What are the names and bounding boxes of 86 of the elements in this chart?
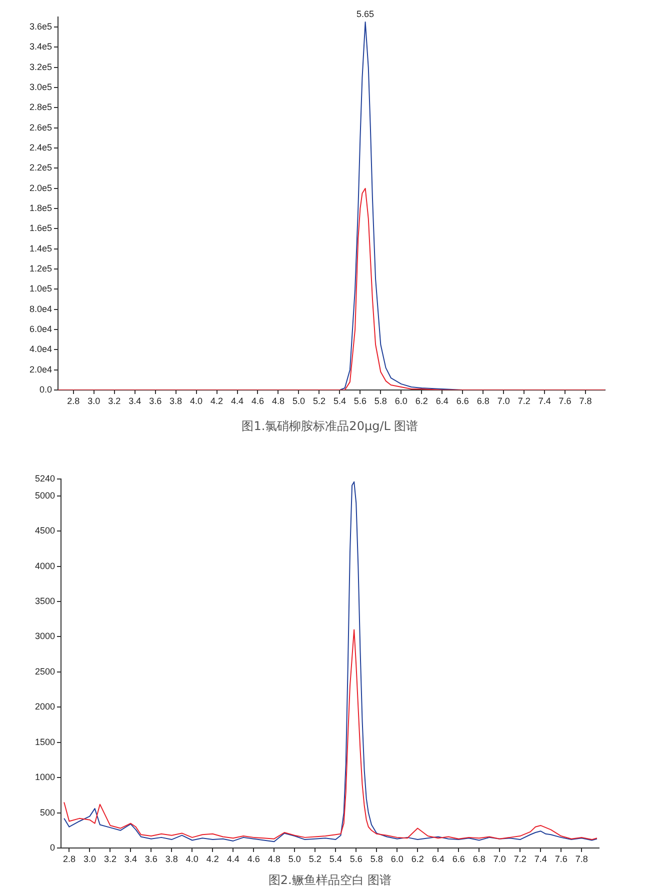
x-tick-label: 7.2 (518, 396, 530, 406)
y-tick-label: 1500 (34, 736, 55, 747)
x-tick-label: 6.0 (390, 854, 404, 864)
y-tick-label: 6.0e4 (29, 324, 52, 334)
x-tick-label: 6.8 (472, 854, 486, 864)
y-tick-label: 2.0e5 (29, 182, 52, 193)
x-tick-label: 5.0 (292, 396, 305, 406)
y-tick-label: 2.2e5 (29, 162, 52, 173)
y-tick-label: 2.4e5 (29, 142, 52, 153)
x-tick-label: 4.6 (251, 396, 264, 406)
x-tick-label: 5.6 (350, 854, 362, 864)
x-tick-label: 6.6 (452, 854, 465, 864)
x-tick-label: 7.6 (558, 396, 572, 406)
x-tick-label: 6.6 (456, 396, 469, 406)
x-tick-label: 5.8 (374, 396, 387, 406)
x-tick-label: 4.0 (190, 396, 203, 406)
x-tick-label: 5.8 (370, 854, 383, 864)
y-tick-label: 5240 (34, 473, 55, 484)
x-tick-label: 3.6 (144, 854, 158, 864)
x-tick-label: 5.6 (354, 396, 366, 406)
x-tick-label: 6.2 (411, 854, 424, 864)
x-tick-label: 3.6 (149, 396, 162, 406)
x-tick-label: 5.0 (288, 854, 301, 864)
x-tick-label: 7.4 (538, 396, 551, 406)
y-tick-label: 1.2e5 (29, 264, 52, 274)
x-tick-label: 7.8 (579, 396, 592, 406)
y-tick-label: 2.8e5 (29, 102, 52, 112)
y-tick-label: 1000 (34, 772, 55, 782)
x-tick-label: 7.0 (497, 396, 510, 406)
y-tick-label: 500 (40, 807, 55, 818)
x-tick-label: 3.4 (124, 854, 137, 864)
annotation: 5.65 (356, 9, 374, 20)
y-tick-label: 0 (50, 842, 55, 852)
y-tick-label: 4000 (34, 560, 55, 571)
y-tick-label: 1.8e5 (29, 203, 52, 214)
x-tick-label: 6.8 (476, 396, 490, 406)
x-tick-label: 2.8 (62, 854, 76, 864)
y-tick-label: 3.2e5 (29, 62, 52, 72)
y-tick-label: 2500 (34, 666, 55, 676)
y-tick-label: 8.0e4 (29, 304, 52, 314)
y-tick-label: 5000 (34, 490, 55, 500)
y-tick-label: 3.6e5 (29, 22, 52, 32)
y-tick-label: 3000 (34, 631, 55, 642)
x-tick-label: 4.8 (268, 854, 280, 864)
y-tick-label: 3.0e5 (29, 82, 52, 92)
x-tick-label: 3.8 (170, 396, 182, 406)
y-tick-label: 4500 (34, 526, 55, 536)
x-tick-label: 7.8 (575, 854, 588, 864)
x-tick-label: 6.2 (415, 396, 428, 406)
y-tick-label: 1.0e5 (29, 284, 52, 294)
x-tick-label: 4.4 (226, 854, 240, 864)
x-tick-label: 7.0 (493, 854, 506, 864)
x-tick-label: 3.4 (128, 396, 142, 406)
text: 图1.氯硝柳胺标准品20μg/L 图谱 (240, 418, 420, 435)
x-tick-label: 7.2 (514, 854, 526, 864)
y-tick-label: 0.0 (39, 384, 52, 394)
x-tick-label: 2.8 (67, 396, 80, 406)
x-tick-label: 5.2 (308, 854, 322, 864)
y-tick-label: 2.6e5 (29, 122, 52, 132)
x-tick-label: 3.0 (88, 396, 100, 406)
x-tick-label: 4.6 (247, 854, 260, 864)
x-tick-label: 6.4 (432, 854, 444, 864)
x-tick-label: 4.2 (206, 854, 219, 864)
text: 图2.鳜鱼样品空白 图谱 (267, 872, 393, 889)
x-tick-label: 4.8 (272, 396, 284, 406)
y-tick-label: 3.4e5 (29, 42, 52, 52)
x-tick-label: 7.4 (534, 854, 547, 864)
x-tick-label: 7.6 (554, 854, 568, 864)
x-tick-label: 4.0 (186, 854, 198, 864)
y-tick-label: 4.0e4 (29, 344, 52, 354)
x-tick-label: 3.2 (104, 854, 116, 864)
x-tick-label: 5.2 (312, 396, 326, 406)
x-tick-label: 3.8 (165, 854, 178, 864)
x-tick-label: 5.4 (329, 854, 342, 864)
x-tick-label: 4.2 (210, 396, 224, 406)
x-tick-label: 3.0 (83, 854, 96, 864)
x-tick-label: 6.4 (436, 396, 448, 406)
y-tick-label: 2000 (34, 702, 55, 712)
x-tick-label: 5.4 (333, 396, 346, 406)
y-tick-label: 2.0e4 (29, 364, 52, 374)
x-tick-label: 4.4 (231, 396, 244, 406)
y-tick-label: 1.4e5 (29, 243, 52, 254)
x-tick-label: 6.0 (394, 396, 408, 406)
y-tick-label: 1.6e5 (29, 223, 52, 234)
y-tick-label: 3500 (34, 596, 55, 606)
x-tick-label: 3.2 (108, 396, 121, 406)
